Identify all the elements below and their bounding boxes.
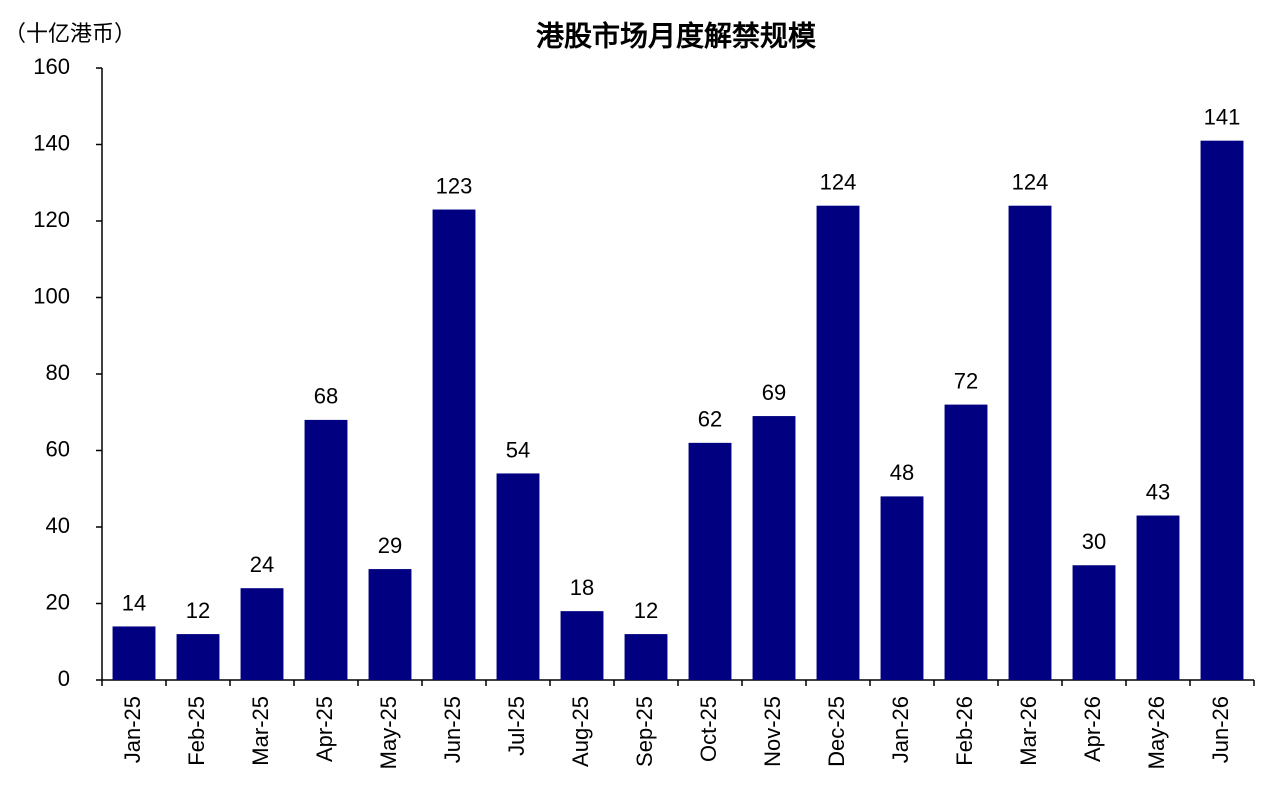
x-tick-label: Nov-25 [760,696,785,767]
bar [752,416,796,680]
x-tick-label: Apr-26 [1080,696,1105,762]
x-tick-label: Mar-26 [1016,696,1041,766]
y-tick-label: 40 [46,513,70,538]
x-tick-label: Jul-25 [504,696,529,756]
x-tick-label: Oct-25 [696,696,721,762]
x-tick-label: Sep-25 [632,696,657,767]
y-tick-label: 20 [46,589,70,614]
value-label: 14 [122,590,146,615]
x-tick-label: May-25 [376,696,401,769]
x-tick-label: Jan-25 [120,696,145,763]
bar [1008,205,1052,680]
x-tick-label: Apr-25 [312,696,337,762]
value-label: 29 [378,533,402,558]
value-label: 72 [954,368,978,393]
y-tick-label: 80 [46,360,70,385]
bar [112,626,156,680]
value-label: 12 [634,598,658,623]
x-tick-label: Aug-25 [568,696,593,767]
bar [816,205,860,680]
y-tick-label: 0 [58,666,70,691]
y-tick-label: 160 [33,54,70,79]
y-tick-label: 60 [46,436,70,461]
x-tick-label: Mar-25 [248,696,273,766]
bar [240,588,284,680]
bar [688,442,732,680]
value-label: 124 [820,170,857,195]
value-label: 124 [1012,170,1049,195]
x-tick-label: Jun-25 [440,696,465,763]
bar [1136,515,1180,680]
value-label: 12 [186,598,210,623]
x-tick-label: Feb-26 [952,696,977,766]
x-tick-label: Dec-25 [824,696,849,767]
value-label: 54 [506,437,530,462]
bar [624,634,668,680]
y-tick-label: 140 [33,130,70,155]
value-label: 18 [570,575,594,600]
y-tick-label: 120 [33,207,70,232]
bar [304,419,348,680]
y-tick-label: 100 [33,283,70,308]
chart-title: 港股市场月度解禁规模 [536,19,817,51]
value-label: 141 [1204,104,1241,129]
y-axis-label: （十亿港币） [4,21,136,46]
bar [880,496,924,680]
bar [560,611,604,680]
value-label: 62 [698,407,722,432]
bar [944,404,988,680]
value-label: 43 [1146,479,1170,504]
bar [496,473,540,680]
x-tick-label: May-26 [1144,696,1169,769]
value-label: 48 [890,460,914,485]
value-label: 123 [436,173,473,198]
bar [1200,140,1244,681]
x-tick-label: Jan-26 [888,696,913,763]
value-label: 68 [314,384,338,409]
x-tick-label: Jun-26 [1208,696,1233,763]
bar [432,209,476,680]
value-label: 24 [250,552,274,577]
value-label: 69 [762,380,786,405]
bar [1072,565,1116,680]
value-label: 30 [1082,529,1106,554]
bar [368,569,412,680]
x-tick-label: Feb-25 [184,696,209,766]
bar [176,634,220,680]
